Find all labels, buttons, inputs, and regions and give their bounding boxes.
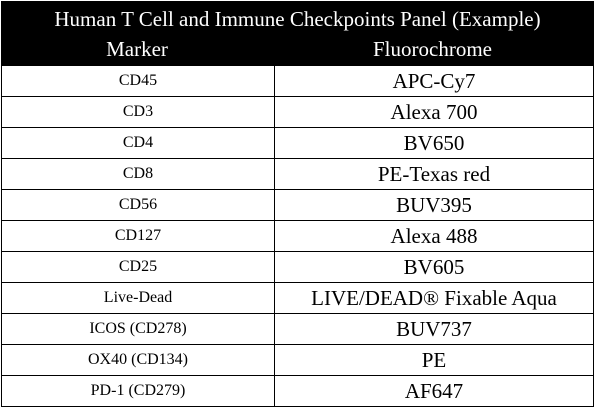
marker-table: CD45 APC-Cy7 CD3 Alexa 700 CD4 BV650 CD8… [2, 65, 593, 406]
table-row: CD56 BUV395 [2, 189, 593, 221]
marker-cell: CD25 [2, 251, 275, 283]
marker-cell: CD45 [2, 65, 275, 97]
fluorochrome-cell: BUV395 [274, 189, 593, 221]
column-headers: Marker Fluorochrome [2, 31, 593, 61]
table-row: CD127 Alexa 488 [2, 220, 593, 252]
panel-title: Human T Cell and Immune Checkpoints Pane… [54, 7, 541, 31]
marker-cell: Live-Dead [2, 282, 275, 314]
table-row: PD-1 (CD279) AF647 [2, 375, 593, 406]
table-row: Live-Dead LIVE/DEAD® Fixable Aqua [2, 282, 593, 314]
marker-cell: CD56 [2, 189, 275, 221]
table-header: Human T Cell and Immune Checkpoints Pane… [2, 2, 593, 65]
table-row: CD25 BV605 [2, 251, 593, 283]
fluorochrome-cell: BUV737 [274, 313, 593, 345]
table-row: CD3 Alexa 700 [2, 96, 593, 128]
fluorochrome-cell: Alexa 488 [274, 220, 593, 252]
fluorochrome-cell: AF647 [274, 375, 593, 406]
table-row: CD4 BV650 [2, 127, 593, 159]
marker-cell: PD-1 (CD279) [2, 375, 275, 406]
fluorochrome-cell: BV650 [274, 127, 593, 159]
fluorochrome-cell: LIVE/DEAD® Fixable Aqua [274, 282, 593, 314]
fluorochrome-cell: PE-Texas red [274, 158, 593, 190]
fluorochrome-cell: APC-Cy7 [274, 65, 593, 97]
marker-cell: CD4 [2, 127, 275, 159]
marker-cell: ICOS (CD278) [2, 313, 275, 345]
table-row: ICOS (CD278) BUV737 [2, 313, 593, 345]
table-row: CD8 PE-Texas red [2, 158, 593, 190]
column-header-fluorochrome: Fluorochrome [373, 37, 492, 61]
marker-cell: CD8 [2, 158, 275, 190]
marker-cell: CD127 [2, 220, 275, 252]
fluorochrome-cell: BV605 [274, 251, 593, 283]
fluorochrome-cell: Alexa 700 [274, 96, 593, 128]
marker-cell: OX40 (CD134) [2, 344, 275, 376]
table-row: OX40 (CD134) PE [2, 344, 593, 376]
column-header-marker: Marker [106, 37, 168, 61]
marker-cell: CD3 [2, 96, 275, 128]
fluorochrome-cell: PE [274, 344, 593, 376]
table-row: CD45 APC-Cy7 [2, 65, 593, 97]
